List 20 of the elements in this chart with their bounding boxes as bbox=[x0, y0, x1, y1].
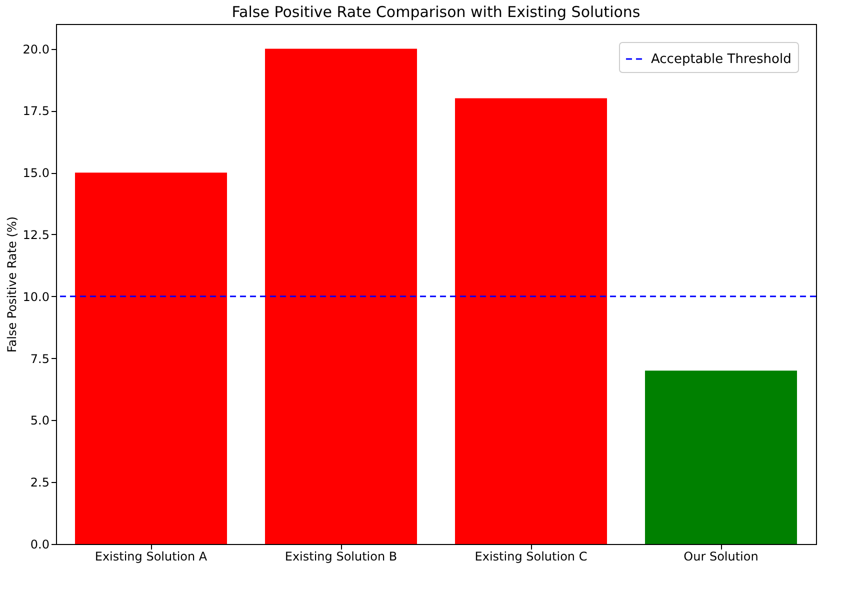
x-tick-label: Existing Solution C bbox=[474, 550, 588, 564]
y-tick-label: 7.5 bbox=[30, 352, 50, 366]
x-tick-label: Our Solution bbox=[684, 550, 758, 564]
y-tick-label: 10.0 bbox=[22, 290, 50, 304]
legend-label: Acceptable Threshold bbox=[651, 52, 792, 67]
y-tick-label: 0.0 bbox=[30, 538, 50, 552]
bar bbox=[75, 172, 227, 544]
y-tick-label: 17.5 bbox=[22, 104, 50, 118]
y-tick-label: 20.0 bbox=[22, 42, 50, 56]
bar bbox=[645, 370, 797, 544]
x-tick-label: Existing Solution A bbox=[94, 550, 208, 564]
chart-title: False Positive Rate Comparison with Existing Solutions bbox=[232, 3, 640, 21]
x-tick-label: Existing Solution B bbox=[284, 550, 398, 564]
bar bbox=[265, 48, 417, 544]
y-tick-label: 5.0 bbox=[30, 414, 50, 428]
y-tick-label: 12.5 bbox=[22, 228, 50, 242]
y-tick-label: 2.5 bbox=[30, 476, 50, 490]
y-tick-label: 15.0 bbox=[22, 166, 50, 180]
y-axis-title: False Positive Rate (%) bbox=[4, 216, 19, 353]
bar bbox=[455, 98, 607, 544]
